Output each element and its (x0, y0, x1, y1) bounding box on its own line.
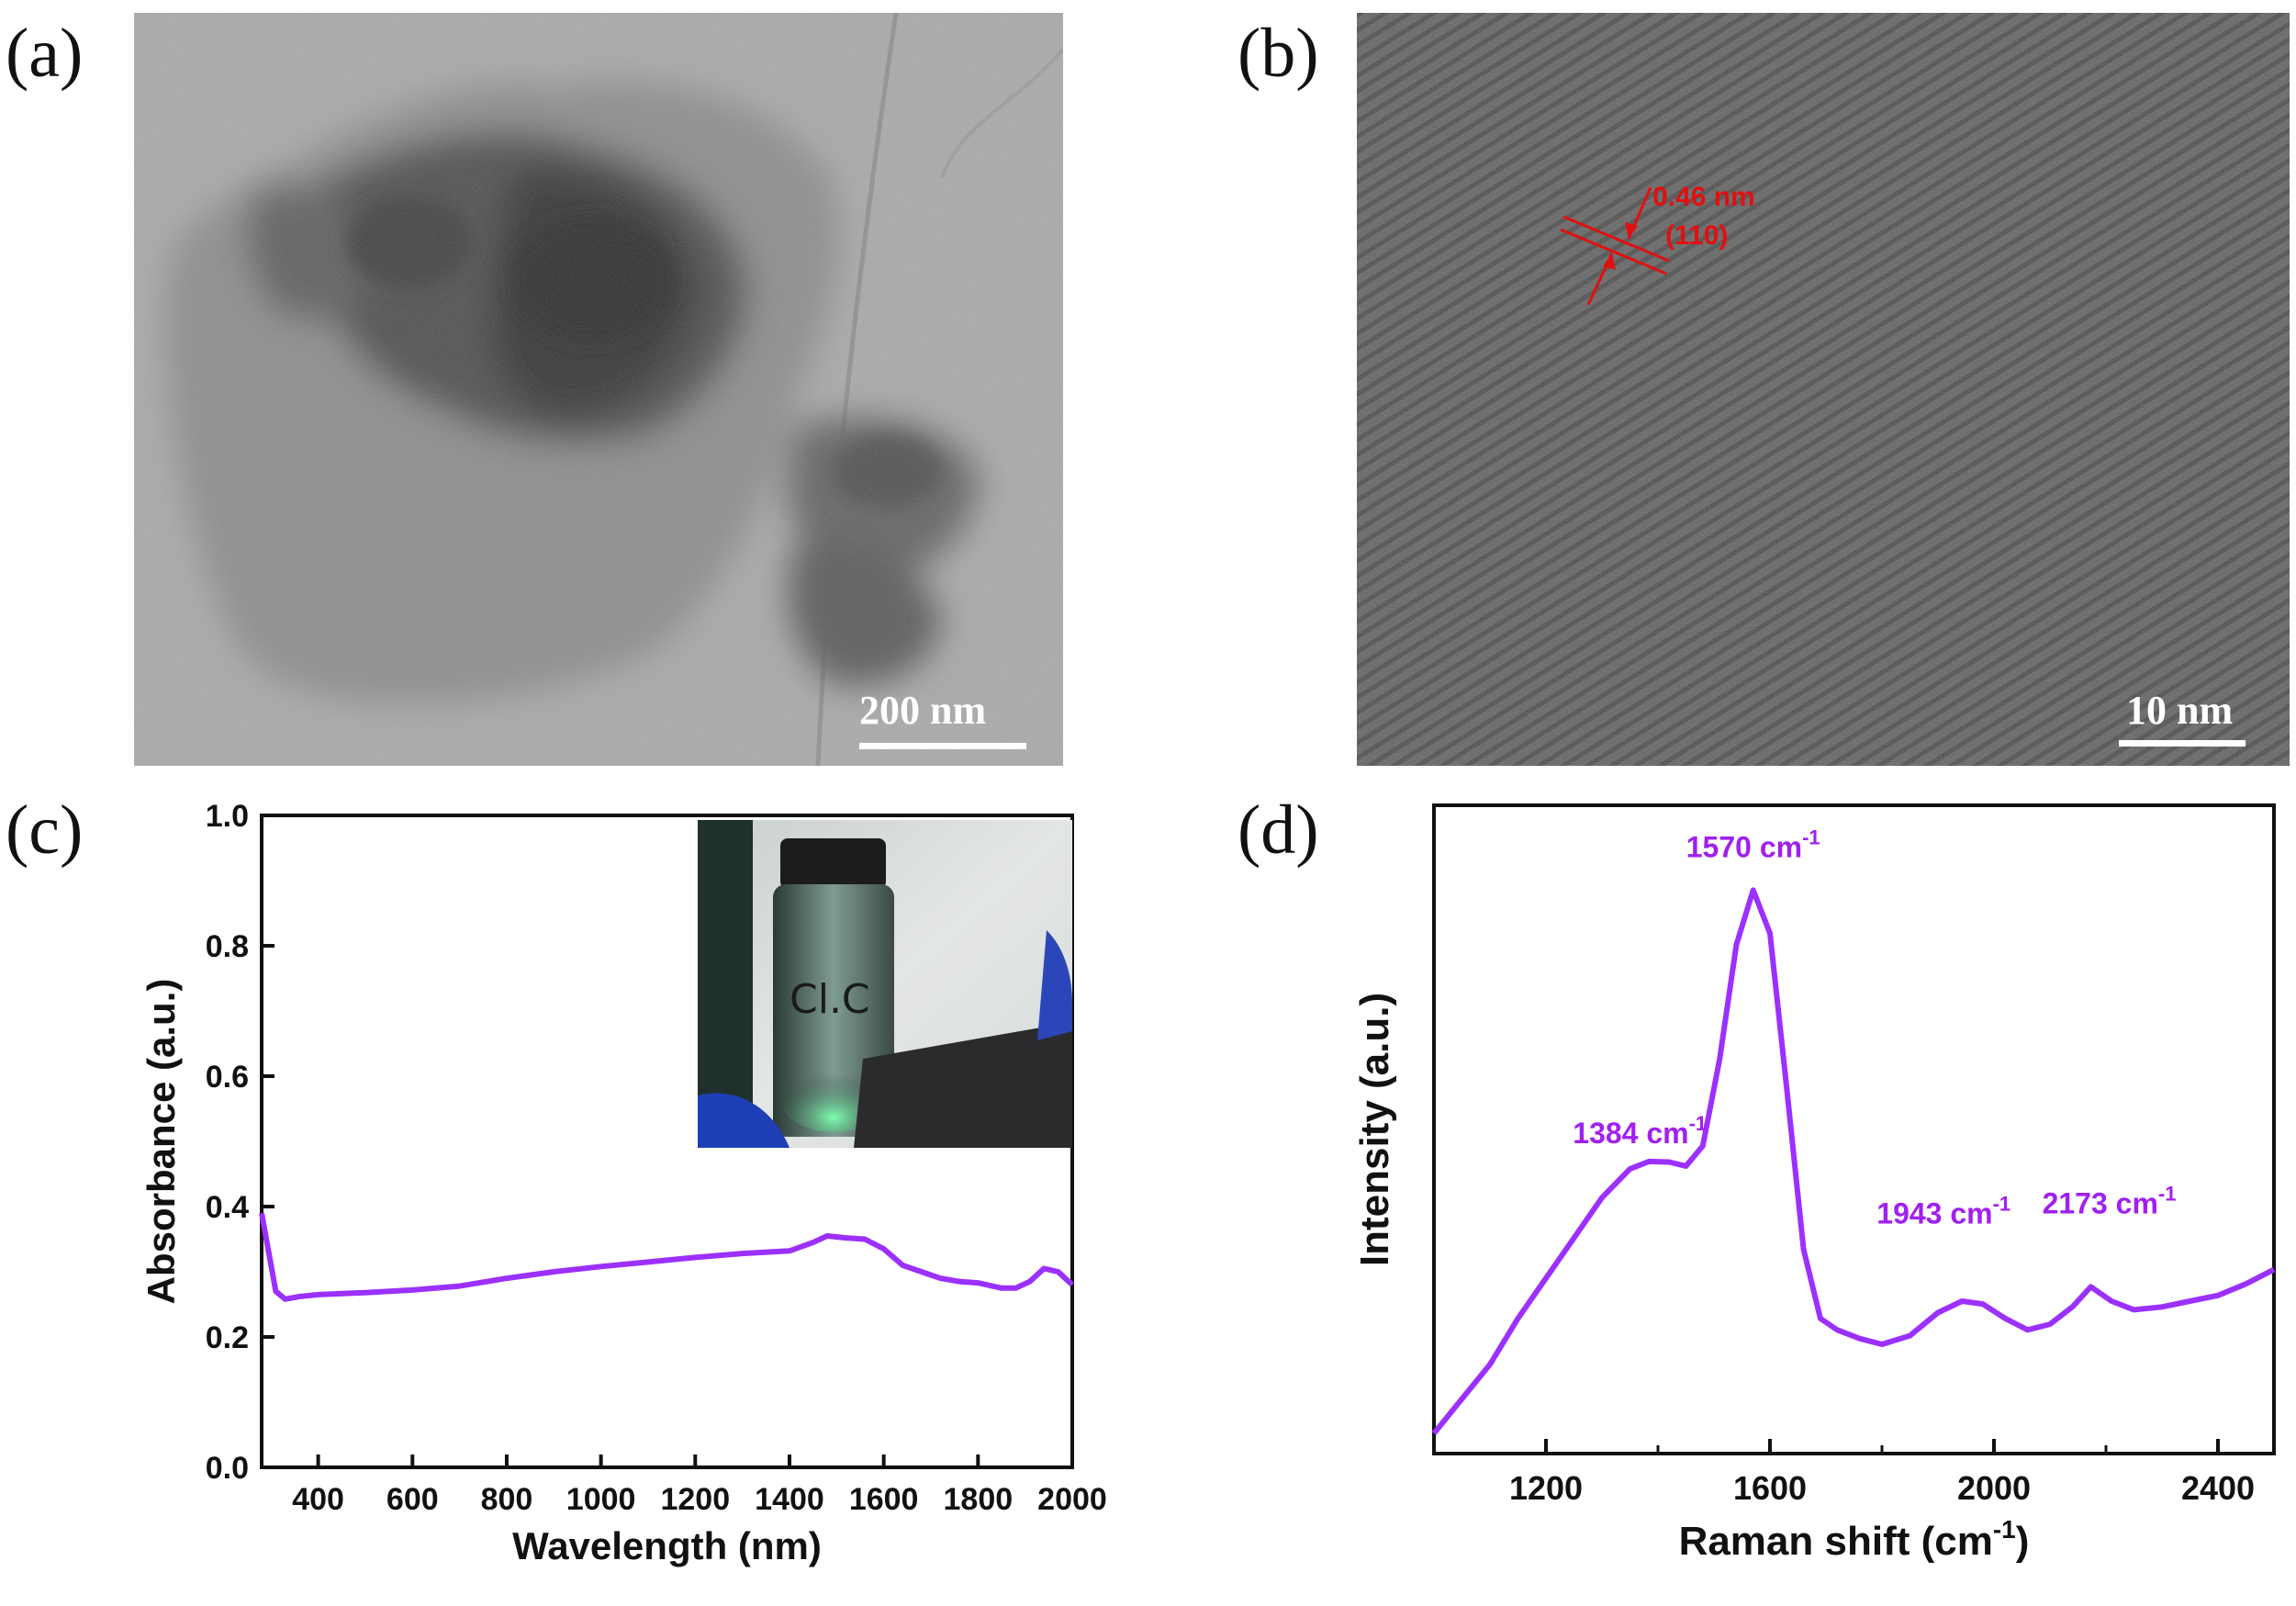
chart-c: 0.0 0.2 0.4 0.6 0.8 1.0 400 600 800 1000 1200 1400 1… (140, 799, 1107, 1567)
panel-letter-b: (b) (1238, 15, 1319, 92)
peak-label-d: 1570 cm-1 (1686, 825, 1820, 863)
peak-label-sup-d: -1 (1689, 1112, 1708, 1135)
svg-text:Cl.C: Cl.C (790, 976, 870, 1023)
tem-micrograph-a (134, 13, 1063, 766)
scalebar-label-a: 200 nm (859, 688, 987, 733)
scalebar-label-b: 10 nm (2126, 688, 2234, 733)
hrtem-micrograph-b: 0.46 nm (110) (1357, 13, 2290, 766)
inset-photo-vial: Cl.C (698, 820, 1072, 1148)
xtick-label-c: 1000 (566, 1482, 636, 1517)
chart-d: 1200 1600 2000 2400 Raman shift (cm-1) Intens… (1352, 803, 2276, 1564)
panel-letter-d: (d) (1238, 792, 1319, 869)
series-line-c (259, 1212, 1075, 1302)
xlabel-sup-d: -1 (1993, 1515, 2016, 1544)
xtick-label-c: 800 (481, 1482, 533, 1517)
xtick-label-d: 1200 (1509, 1469, 1583, 1507)
ytick-label-c: 1.0 (206, 799, 249, 834)
ytick-label-c: 0.8 (206, 929, 249, 964)
xtick-label-c: 600 (386, 1482, 439, 1517)
xlabel-d: Raman shift (cm-1) (1679, 1515, 2030, 1564)
peak-label-d: 1943 cm-1 (1876, 1193, 2010, 1230)
xtick-label-c: 1400 (755, 1482, 824, 1517)
plot-frame-d (1432, 803, 2276, 1455)
peak-label-sup-d: -1 (1802, 825, 1820, 848)
xtick-label-d: 1600 (1733, 1469, 1807, 1507)
xtick-label-c: 1200 (660, 1482, 730, 1517)
lattice-spacing-label: 0.46 nm (1652, 182, 1755, 212)
peak-label-d: 1384 cm-1 (1573, 1112, 1707, 1150)
peak-label-sup-d: -1 (2158, 1183, 2177, 1206)
lattice-plane-label: (110) (1665, 220, 1728, 251)
plot-frame-c (260, 814, 1074, 1469)
xlabel-tail-d: ) (2016, 1519, 2030, 1564)
tem-image-a: 200 nm (134, 13, 1063, 766)
ytick-label-c: 0.0 (206, 1451, 249, 1486)
xtick-label-c: 1600 (849, 1482, 919, 1517)
vial-photo: Cl.C (698, 820, 1072, 1148)
ylabel-d: Intensity (a.u.) (1352, 993, 1397, 1266)
ytick-label-c: 0.2 (206, 1320, 249, 1355)
xtick-label-c: 400 (292, 1482, 344, 1517)
xlabel-c: Wavelength (nm) (512, 1524, 822, 1567)
lattice-spacing-marker (1560, 186, 1670, 306)
ytick-label-c: 0.6 (206, 1060, 249, 1095)
xtick-label-c: 2000 (1037, 1482, 1107, 1517)
scalebar-a (859, 743, 1026, 749)
series-line-d (1431, 887, 2276, 1435)
xtick-label-d: 2400 (2181, 1469, 2255, 1507)
ylabel-c: Absorbance (a.u.) (140, 979, 183, 1305)
scalebar-b (2119, 740, 2246, 747)
hrtem-image-b: 0.46 nm (110) 10 nm (1357, 13, 2290, 766)
ytick-label-c: 0.4 (206, 1190, 249, 1225)
xtick-label-d: 2000 (1957, 1469, 2031, 1507)
peak-label-d: 2173 cm-1 (2043, 1183, 2177, 1220)
peak-label-sup-d: -1 (1993, 1193, 2011, 1216)
xtick-label-c: 1800 (944, 1482, 1014, 1517)
panel-letter-a: (a) (6, 15, 84, 92)
panel-letter-c: (c) (6, 792, 84, 869)
